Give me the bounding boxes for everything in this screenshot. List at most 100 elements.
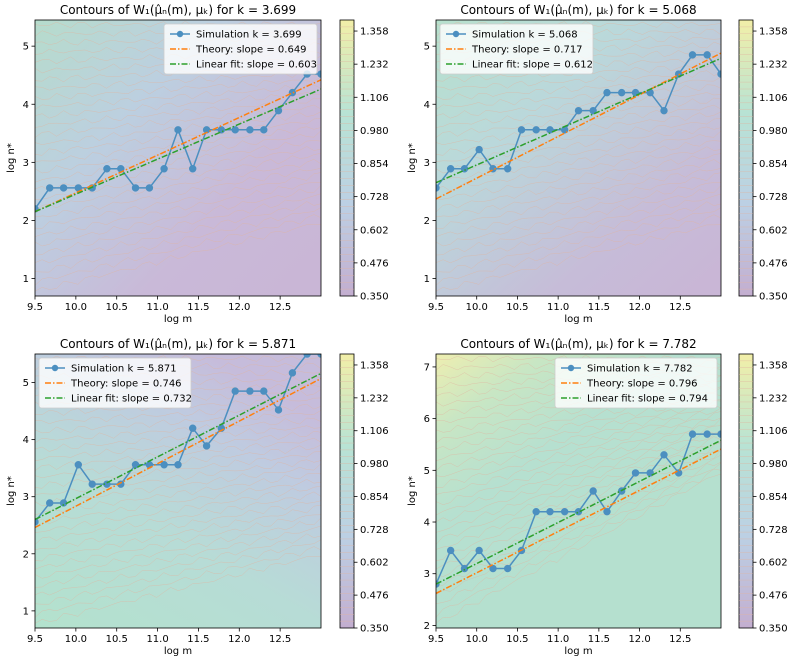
x-axis-label: log m bbox=[164, 314, 192, 325]
legend-label-simulation: Simulation k = 5.068 bbox=[472, 30, 578, 41]
y-tick-label: 5 bbox=[424, 42, 430, 53]
series-line-fit bbox=[436, 439, 721, 585]
x-tick-label: 9.5 bbox=[428, 634, 444, 645]
simulation-point bbox=[631, 469, 640, 477]
simulation-point bbox=[288, 88, 297, 97]
y-axis-label: log n* bbox=[407, 476, 418, 506]
chart-panel-4: 9.5 10.0 10.5 11.0 11.5 12.0 12.5 2 3 4 5 6 7 log m lo… bbox=[407, 337, 788, 657]
simulation-point bbox=[574, 106, 583, 115]
x-tick-label: 10.5 bbox=[106, 634, 128, 645]
colorbar-tick-label: 0.854 bbox=[360, 492, 389, 503]
series-line-theory bbox=[436, 448, 721, 595]
y-axis-label: log n* bbox=[407, 143, 418, 173]
axes-frame bbox=[435, 353, 722, 629]
legend: Simulation k = 3.699 Theory: slope = 0.64… bbox=[163, 23, 318, 75]
simulation-point bbox=[174, 461, 182, 469]
chart-panel-2: 9.5 10.0 10.5 11.0 11.5 12.0 12.5 1 2 3 4 5 log m log… bbox=[407, 3, 788, 325]
colorbar-tick-label: 0.728 bbox=[360, 525, 389, 536]
x-tick-label: 12.0 bbox=[628, 302, 650, 313]
x-tick-label: 9.5 bbox=[27, 302, 43, 313]
colorbar: 0.350 0.476 0.602 0.728 0.854 0.980 1.106 1.232… bbox=[339, 353, 389, 635]
legend-label-fit: Linear fit: slope = 0.612 bbox=[472, 60, 593, 71]
x-tick-label: 12.5 bbox=[269, 634, 291, 645]
simulation-point bbox=[660, 106, 668, 115]
series-line-theory bbox=[436, 52, 721, 200]
simulation-point bbox=[688, 430, 697, 438]
colorbar-tick-label: 0.476 bbox=[759, 591, 788, 602]
simulation-point bbox=[436, 184, 440, 192]
simulation-point bbox=[88, 480, 96, 488]
legend: Simulation k = 5.871 Theory: slope = 0.74… bbox=[38, 357, 192, 409]
legend-box bbox=[554, 357, 718, 409]
colorbar: 0.350 0.476 0.602 0.728 0.854 0.980 1.106 1.232… bbox=[339, 19, 389, 303]
simulation-point bbox=[617, 88, 626, 97]
simulation-point bbox=[475, 546, 483, 555]
colorbar-tick-label: 0.980 bbox=[360, 459, 389, 470]
simulation-point bbox=[46, 499, 54, 507]
x-tick-label: 10.0 bbox=[466, 302, 488, 313]
simulation-point bbox=[131, 184, 140, 192]
simulation-point bbox=[103, 165, 111, 173]
x-tick-label: 12.5 bbox=[269, 302, 291, 313]
simulation-point bbox=[35, 518, 39, 526]
legend-label-simulation: Simulation k = 7.782 bbox=[587, 364, 693, 375]
simulation-point bbox=[46, 184, 54, 192]
colorbar-tick-label: 0.728 bbox=[360, 192, 389, 203]
x-axis-label: log m bbox=[564, 646, 592, 657]
simulation-point bbox=[503, 165, 512, 173]
colorbar-tick-label: 1.358 bbox=[759, 27, 788, 38]
series-line-fit bbox=[35, 372, 321, 521]
legend-label-fit: Linear fit: slope = 0.732 bbox=[71, 394, 192, 405]
simulation-point bbox=[260, 387, 268, 395]
simulation-point bbox=[589, 487, 597, 495]
axes-frame bbox=[34, 19, 322, 297]
legend: Simulation k = 7.782 Theory: slope = 0.79… bbox=[554, 357, 718, 409]
chart-title: Contours of W₁(μ̂ₙ(m), μₖ) for k = 5.068 bbox=[460, 3, 696, 17]
simulation-point bbox=[703, 430, 711, 438]
x-tick-label: 9.5 bbox=[27, 634, 43, 645]
colorbar-tick-label: 0.476 bbox=[360, 591, 389, 602]
colorbar-tick-label: 0.854 bbox=[759, 159, 788, 170]
simulation-point bbox=[703, 51, 711, 59]
y-tick-label: 5 bbox=[23, 378, 29, 389]
y-tick-label: 5 bbox=[424, 466, 430, 477]
colorbar-tick-label: 1.232 bbox=[759, 60, 788, 71]
simulation-point bbox=[231, 126, 239, 134]
y-tick-label: 6 bbox=[424, 414, 430, 425]
colorbar-tick-label: 1.106 bbox=[360, 426, 389, 437]
colorbar-tick-label: 0.980 bbox=[360, 126, 389, 137]
x-tick-label: 9.5 bbox=[428, 302, 444, 313]
x-tick-label: 12.5 bbox=[669, 302, 691, 313]
colorbar-tick-label: 1.106 bbox=[759, 93, 788, 104]
colorbar-tick-label: 0.854 bbox=[759, 492, 788, 503]
simulation-point bbox=[145, 184, 154, 192]
y-tick-label: 3 bbox=[23, 492, 29, 503]
contour-lines bbox=[35, 21, 321, 292]
y-tick-label: 3 bbox=[23, 158, 29, 169]
x-tick-label: 12.5 bbox=[669, 634, 691, 645]
axes-frame bbox=[435, 19, 722, 297]
colorbar-tick-label: 0.602 bbox=[360, 558, 389, 569]
x-tick-label: 11.5 bbox=[187, 634, 209, 645]
colorbar-tick-label: 1.106 bbox=[759, 426, 788, 437]
legend: Simulation k = 5.068 Theory: slope = 0.71… bbox=[439, 23, 594, 75]
simulation-point bbox=[560, 507, 569, 516]
series-line-theory bbox=[35, 79, 321, 213]
simulation-point bbox=[274, 406, 283, 414]
y-tick-label: 7 bbox=[424, 362, 430, 373]
simulation-point bbox=[303, 354, 311, 358]
colorbar-tick-label: 0.728 bbox=[759, 525, 788, 536]
x-tick-label: 12.0 bbox=[628, 634, 650, 645]
legend-box bbox=[439, 23, 594, 75]
simulation-point bbox=[189, 424, 197, 432]
y-tick-label: 4 bbox=[424, 518, 430, 529]
legend-marker bbox=[567, 364, 575, 372]
y-tick-label: 2 bbox=[424, 621, 430, 632]
colorbar-tick-label: 0.476 bbox=[759, 258, 788, 269]
legend-marker bbox=[452, 30, 460, 38]
simulation-point bbox=[202, 442, 211, 450]
y-axis-label: log n* bbox=[6, 143, 17, 173]
simulation-point bbox=[260, 126, 268, 134]
